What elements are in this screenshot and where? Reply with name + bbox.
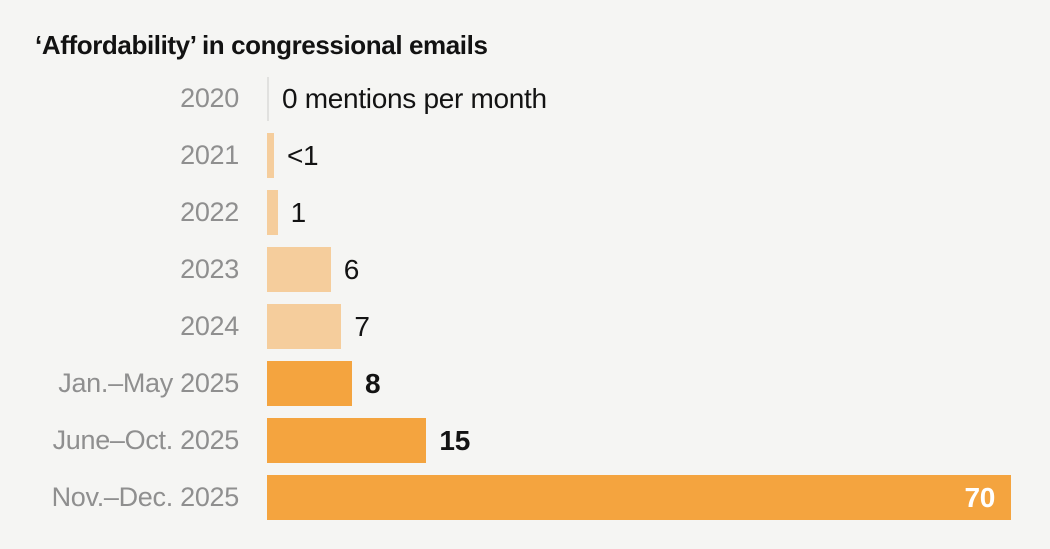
bar: 70 bbox=[267, 475, 1011, 520]
chart-row: 2024 7 bbox=[35, 298, 1050, 355]
chart-row: June–Oct. 2025 15 bbox=[35, 412, 1050, 469]
chart-row: 2022 1 bbox=[35, 184, 1050, 241]
value-label: 6 bbox=[343, 253, 360, 285]
bar-zone: 15 bbox=[267, 418, 1050, 463]
bar bbox=[267, 190, 278, 235]
category-label: 2024 bbox=[180, 311, 239, 341]
bar-zone: 70 bbox=[267, 475, 1050, 520]
bar bbox=[267, 304, 342, 349]
bar bbox=[267, 361, 353, 406]
chart-row: Jan.–May 2025 8 bbox=[35, 355, 1050, 412]
chart-rows: 2020 0 mentions per month 2021 <1 2022 1… bbox=[35, 70, 1050, 526]
value-label: 7 bbox=[354, 310, 370, 342]
bar bbox=[267, 133, 274, 178]
category-label: 2023 bbox=[180, 254, 239, 284]
bar-zone: 8 bbox=[267, 361, 1050, 406]
category-label: 2021 bbox=[180, 140, 239, 170]
category-label: 2022 bbox=[180, 197, 239, 227]
chart-row: 2021 <1 bbox=[35, 127, 1050, 184]
category-label: Jan.–May 2025 bbox=[58, 368, 239, 398]
chart-title: ‘Affordability’ in congressional emails bbox=[35, 30, 488, 60]
bar bbox=[267, 418, 427, 463]
chart-row: 2023 6 bbox=[35, 241, 1050, 298]
value-label: 0 mentions per month bbox=[282, 82, 547, 114]
value-label: 70 bbox=[964, 481, 995, 513]
category-label: Nov.–Dec. 2025 bbox=[51, 482, 240, 512]
bar-zone: 6 bbox=[267, 247, 1050, 292]
bar-zone: 1 bbox=[267, 190, 1050, 235]
value-label: 15 bbox=[439, 424, 470, 456]
bar-zone: 7 bbox=[267, 304, 1050, 349]
bar-zone: <1 bbox=[267, 133, 1050, 178]
value-label: <1 bbox=[287, 139, 319, 171]
value-label: 8 bbox=[365, 367, 381, 399]
bar-zone: 0 mentions per month bbox=[267, 76, 1050, 121]
chart-row: Nov.–Dec. 2025 70 bbox=[35, 469, 1050, 526]
category-label: 2020 bbox=[180, 83, 239, 113]
axis-tick bbox=[267, 76, 269, 121]
category-label: June–Oct. 2025 bbox=[52, 425, 240, 455]
value-label: 1 bbox=[290, 196, 307, 228]
chart-row: 2020 0 mentions per month bbox=[35, 70, 1050, 127]
bar bbox=[267, 247, 331, 292]
